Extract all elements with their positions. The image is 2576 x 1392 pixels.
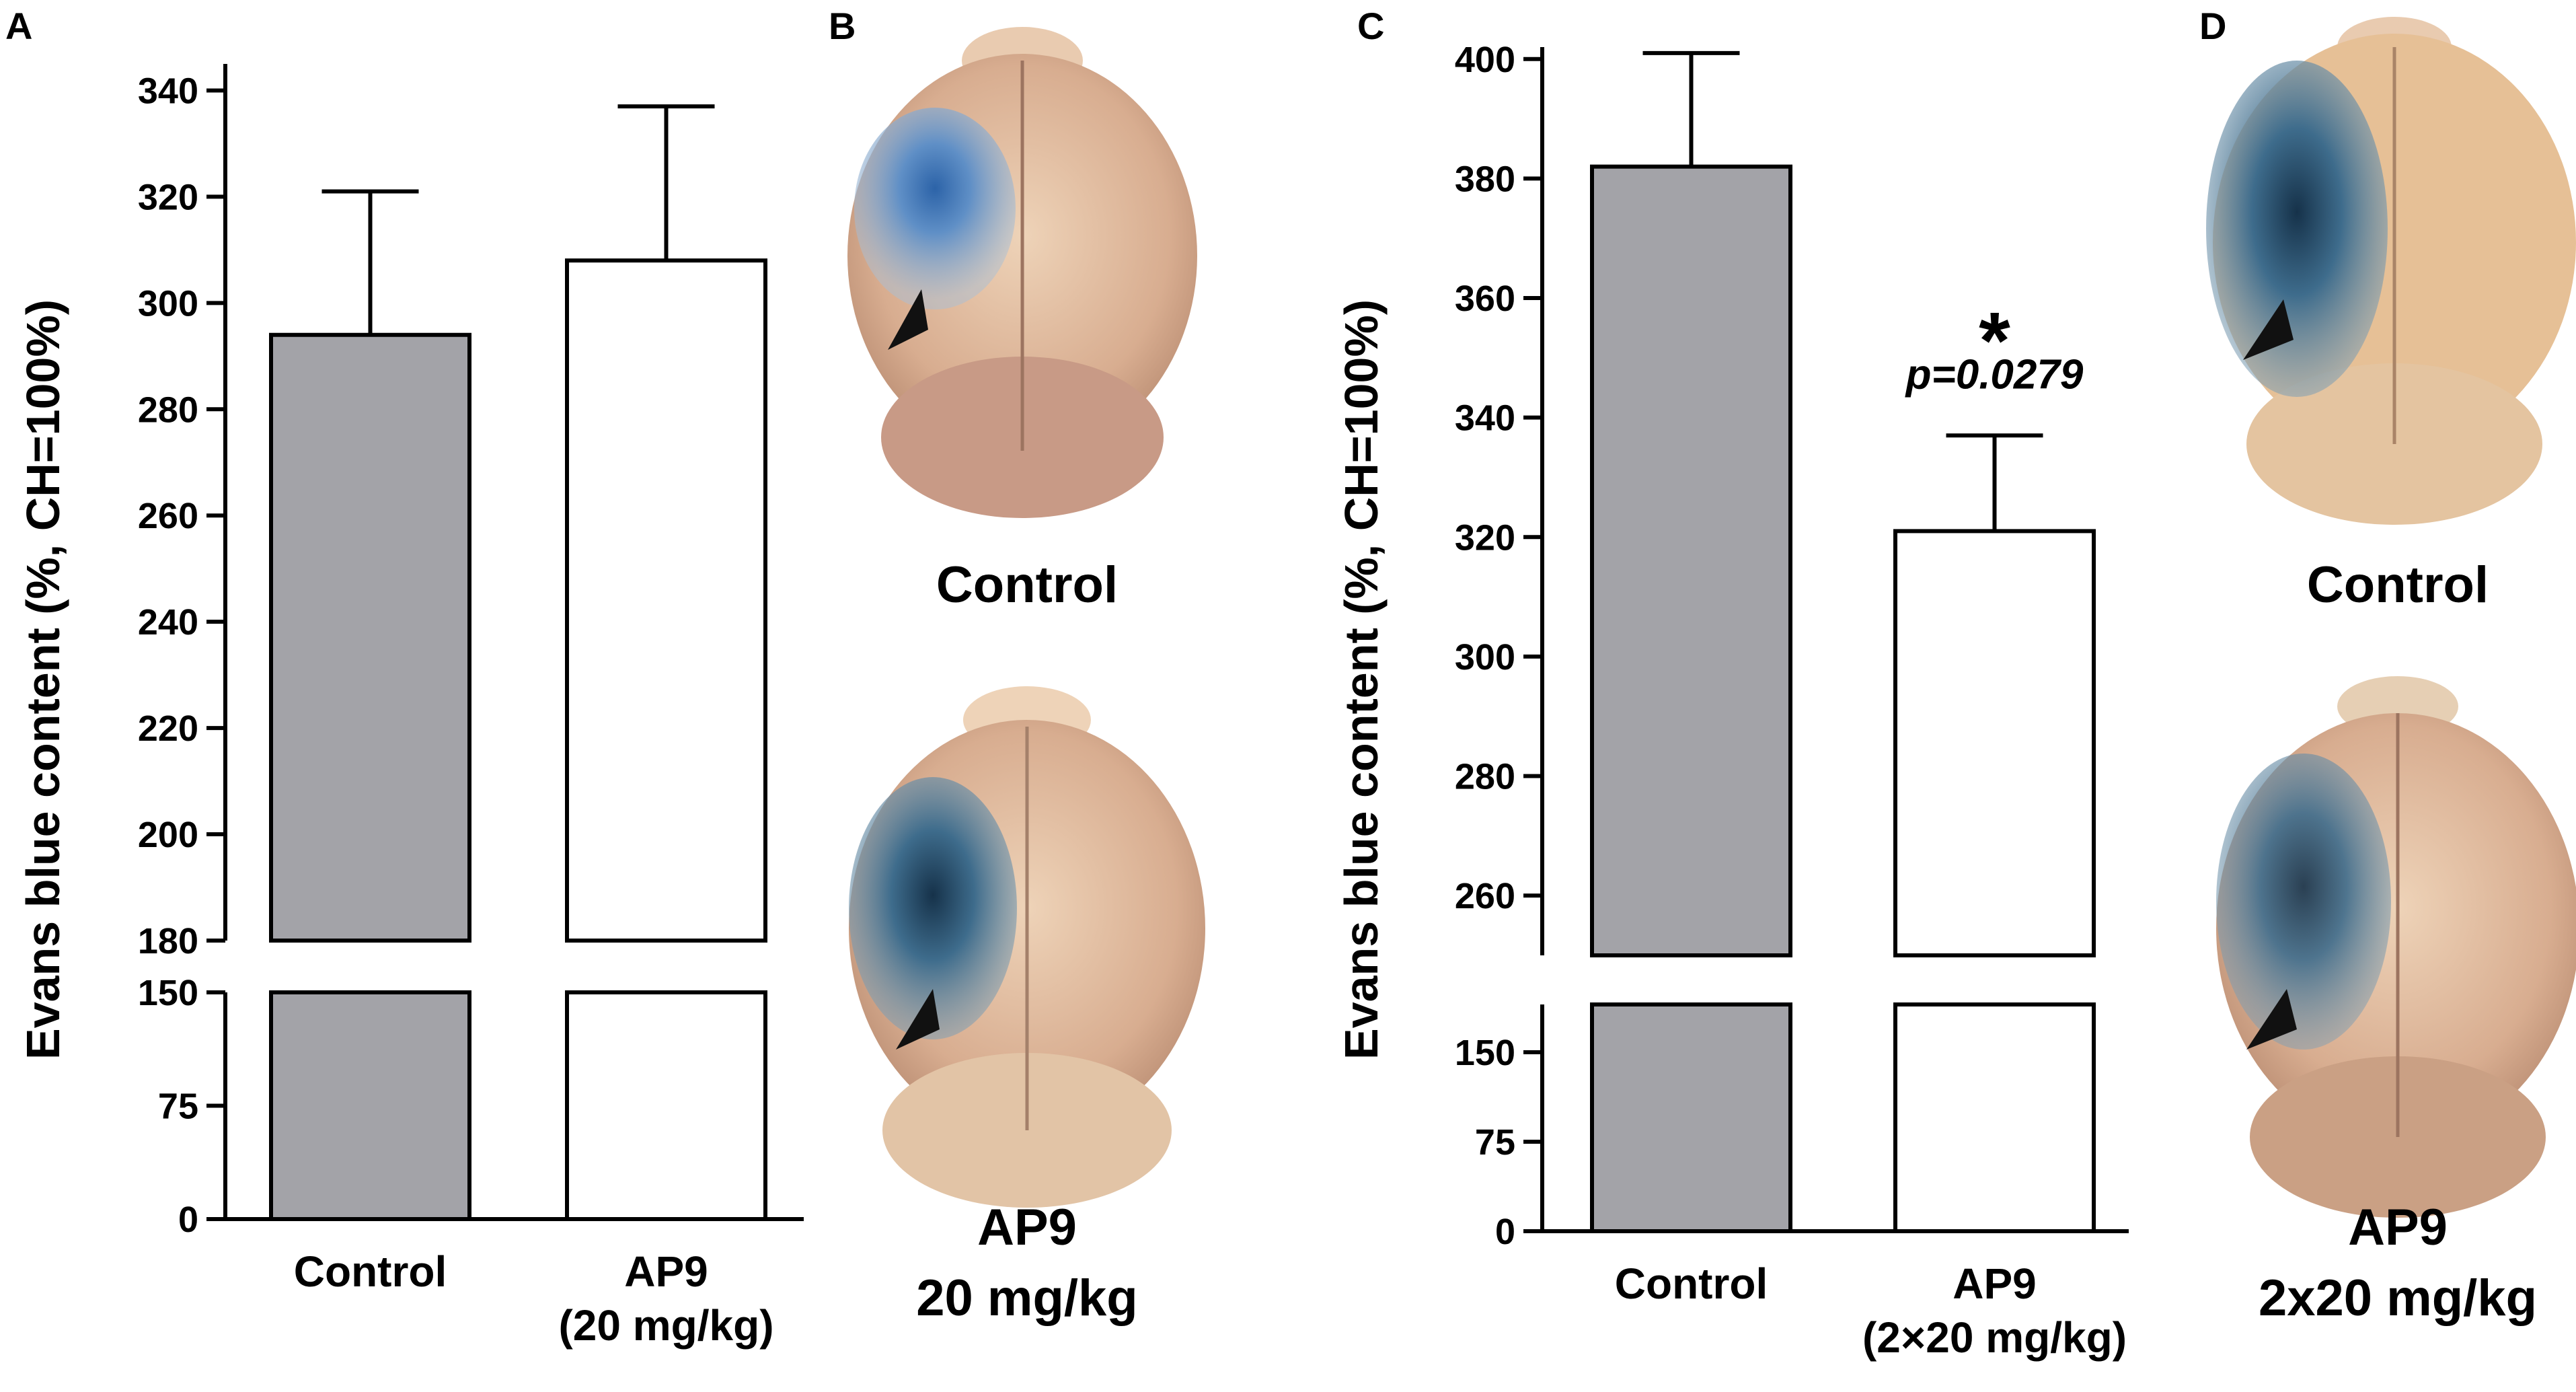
arrowhead-icon (896, 989, 940, 1050)
y-tick-label-lower: 75 (158, 1087, 198, 1127)
y-tick-label-upper: 280 (1455, 757, 1515, 797)
y-tick-label-upper: 240 (138, 602, 198, 643)
y-tick-label-upper: 300 (138, 283, 198, 324)
caption-d-ap9-line2: 2x20 mg/kg (2259, 1270, 2537, 1327)
y-tick-label-lower: 0 (178, 1200, 198, 1240)
panel-label-c: C (1357, 5, 1384, 47)
y-tick-label-upper: 320 (1455, 517, 1515, 558)
x-tick-label: Control (1615, 1259, 1768, 1308)
bar-lower-1 (1893, 1002, 2096, 1233)
brain-photo-ap9-d (2216, 676, 2576, 1218)
y-tick-label-upper: 360 (1455, 279, 1515, 319)
axis-break-gap (563, 943, 769, 990)
x-tick-label: AP9 (1953, 1259, 2037, 1308)
y-tick-label-lower: 75 (1475, 1122, 1515, 1163)
y-axis-title-c: Evans blue content (%, CH=100%) (1335, 299, 1388, 1060)
y-tick-label-upper: 220 (138, 708, 198, 749)
y-tick-label-upper: 260 (138, 496, 198, 536)
x-tick-label: Control (294, 1247, 447, 1296)
y-tick-label-lower: 150 (138, 973, 198, 1013)
bar-upper-0 (269, 332, 471, 943)
caption-d-control: Control (2307, 556, 2489, 614)
y-tick-label-upper: 300 (1455, 637, 1515, 677)
y-tick-label-lower: 150 (1455, 1033, 1515, 1073)
brain-photo-control-d (2206, 17, 2576, 525)
caption-d-ap9-line1: AP9 (2348, 1199, 2448, 1256)
y-tick-label-upper: 340 (1455, 398, 1515, 439)
chart-c: Evans blue content (%, CH=100%) 260 280 30… (1335, 40, 2129, 1362)
panel-d: Control AP9 2x20 mg/kg (2206, 17, 2576, 1327)
y-tick-label-upper: 320 (138, 177, 198, 217)
significance-asterisk: * (1979, 295, 2010, 386)
brain-photo-ap9-b (849, 686, 1205, 1208)
panel-label-b: B (829, 5, 856, 47)
brain-photo-control-b (847, 27, 1197, 518)
y-tick-label-upper: 380 (1455, 159, 1515, 199)
x-tick-label: (20 mg/kg) (558, 1301, 773, 1350)
caption-b-ap9-line1: AP9 (977, 1199, 1077, 1256)
x-tick-label: (2×20 mg/kg) (1862, 1313, 2127, 1362)
y-axis-title-a: Evans blue content (%, CH=100%) (17, 299, 69, 1060)
y-tick-label-lower: 0 (1495, 1212, 1515, 1252)
arrowhead-icon (2243, 299, 2294, 360)
panel-label-a: A (5, 5, 32, 47)
bar-lower-1 (565, 990, 767, 1221)
axis-break-gap (1588, 957, 1794, 1002)
caption-b-control: Control (936, 556, 1118, 614)
bar-upper-0 (1590, 164, 1792, 957)
x-tick-label: AP9 (624, 1247, 708, 1296)
y-tick-label-upper: 340 (138, 71, 198, 111)
bar-upper-1 (1893, 529, 2096, 957)
bar-upper-1 (565, 258, 767, 943)
p-value-label: p=0.0279 (1905, 351, 2084, 398)
caption-b-ap9-line2: 20 mg/kg (916, 1270, 1137, 1327)
panel-b: Control AP9 20 mg/kg (847, 27, 1205, 1327)
axis-break-gap (1891, 957, 2098, 1002)
arrowhead-icon (888, 289, 928, 350)
arrowhead-icon (2246, 989, 2297, 1050)
y-tick-label-upper: 280 (138, 390, 198, 430)
y-tick-label-upper: 200 (138, 815, 198, 855)
chart-a: Evans blue content (%, CH=100%) 180 200 22… (17, 64, 804, 1350)
y-tick-label-upper: 400 (1455, 40, 1515, 80)
bar-lower-0 (269, 990, 471, 1221)
panel-label-d: D (2199, 5, 2226, 47)
y-tick-label-upper: 260 (1455, 876, 1515, 916)
bar-lower-0 (1590, 1002, 1792, 1233)
y-tick-label-upper: 180 (138, 921, 198, 961)
axis-break-gap (267, 943, 473, 990)
